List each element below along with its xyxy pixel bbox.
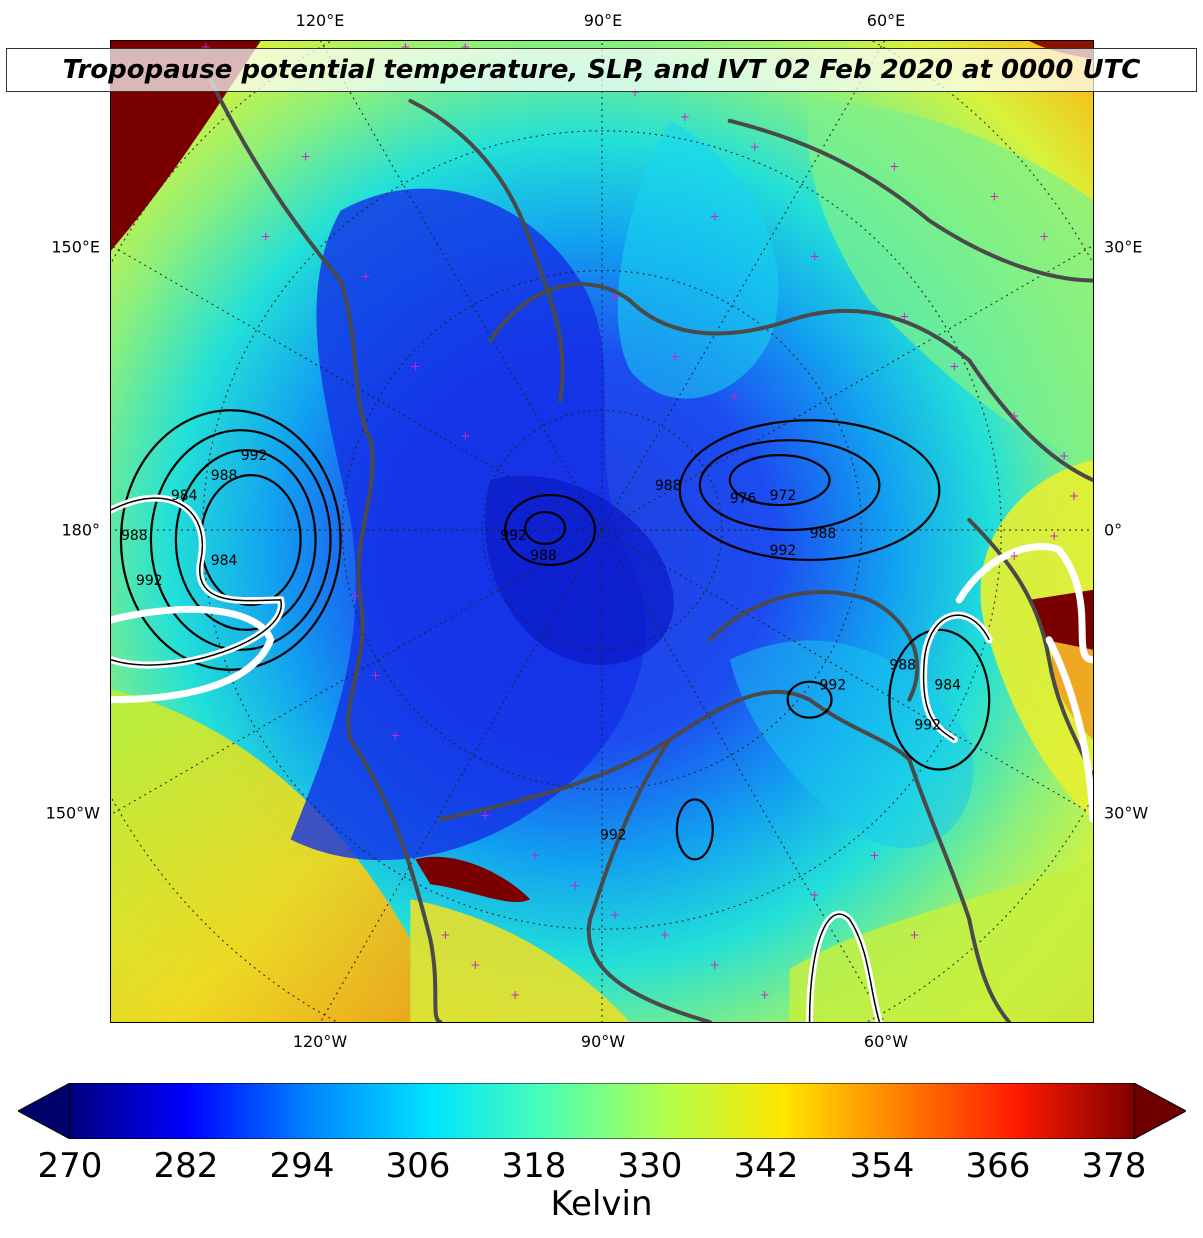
slp-label: 984 bbox=[171, 488, 198, 504]
slp-label: 992 bbox=[136, 573, 163, 589]
slp-label: 988 bbox=[211, 468, 238, 484]
svg-text:+: + bbox=[400, 41, 410, 54]
map-panel: + + + + + + + + + + + + + + + + + + + + + + + + + + + + + + … bbox=[110, 40, 1094, 1023]
slp-label: 992 bbox=[500, 528, 527, 544]
station-markers: ++ + ++ + ++ + ++ + ++ + ++ + ++ + ++ + ++ + ++ + … bbox=[201, 41, 1079, 1002]
slp-label: 988 bbox=[121, 528, 148, 544]
colorbar-tick: 294 bbox=[269, 1146, 335, 1186]
top-lon-label: 120°E bbox=[295, 11, 345, 30]
top-lon-label: 60°E bbox=[866, 11, 906, 30]
slp-label: 976 bbox=[730, 491, 757, 507]
svg-text:+: + bbox=[360, 270, 370, 284]
slp-label: 992 bbox=[241, 448, 268, 464]
svg-text:+: + bbox=[470, 958, 480, 972]
bottom-lon-label: 90°W bbox=[580, 1032, 626, 1051]
svg-text:+: + bbox=[261, 230, 271, 244]
left-lon-label: 150°W bbox=[45, 803, 100, 823]
svg-text:+: + bbox=[750, 140, 760, 154]
colorbar-tick: 282 bbox=[153, 1146, 219, 1186]
svg-text:+: + bbox=[680, 110, 690, 124]
svg-text:+: + bbox=[1039, 230, 1049, 244]
svg-text:+: + bbox=[869, 848, 879, 862]
svg-text:+: + bbox=[1049, 529, 1059, 543]
svg-text:+: + bbox=[660, 928, 670, 942]
left-lon-label: 150°E bbox=[51, 237, 100, 257]
svg-text:+: + bbox=[301, 150, 311, 164]
svg-text:+: + bbox=[899, 309, 909, 323]
svg-text:+: + bbox=[810, 250, 820, 264]
svg-text:+: + bbox=[370, 669, 380, 683]
svg-text:+: + bbox=[460, 41, 470, 54]
right-lon-label: 0° bbox=[1104, 520, 1123, 540]
svg-text:+: + bbox=[710, 958, 720, 972]
top-lon-label: 90°E bbox=[583, 11, 623, 30]
svg-text:+: + bbox=[670, 349, 680, 363]
slp-label: 988 bbox=[889, 658, 916, 674]
svg-text:+: + bbox=[410, 359, 420, 373]
svg-text:+: + bbox=[610, 908, 620, 922]
slp-label: 992 bbox=[820, 678, 847, 694]
slp-label: 988 bbox=[810, 526, 837, 542]
slp-label: 984 bbox=[934, 678, 961, 694]
svg-text:+: + bbox=[510, 988, 520, 1002]
colorbar-tick: 306 bbox=[385, 1146, 451, 1186]
svg-text:+: + bbox=[949, 359, 959, 373]
slp-label: 992 bbox=[914, 718, 941, 734]
colorbar-tick: 378 bbox=[1081, 1146, 1147, 1186]
left-lon-label: 180° bbox=[61, 520, 100, 540]
svg-text:+: + bbox=[201, 41, 211, 54]
svg-text:+: + bbox=[1059, 449, 1069, 463]
svg-text:+: + bbox=[480, 808, 490, 822]
colorbar-tick: 330 bbox=[617, 1146, 683, 1186]
svg-text:+: + bbox=[530, 848, 540, 862]
slp-label: 972 bbox=[770, 488, 797, 504]
svg-text:+: + bbox=[1009, 409, 1019, 423]
colorbar-tick: 354 bbox=[849, 1146, 915, 1186]
svg-text:+: + bbox=[710, 210, 720, 224]
svg-text:+: + bbox=[460, 429, 470, 443]
slp-label: 988 bbox=[655, 478, 682, 494]
svg-text:+: + bbox=[730, 389, 740, 403]
colorbar-label: Kelvin bbox=[550, 1184, 653, 1224]
svg-text:+: + bbox=[909, 928, 919, 942]
svg-text:+: + bbox=[351, 589, 361, 603]
slp-label: 988 bbox=[530, 548, 557, 564]
right-lon-label: 30°W bbox=[1104, 803, 1149, 823]
svg-text:+: + bbox=[1009, 549, 1019, 563]
svg-text:+: + bbox=[889, 160, 899, 174]
map-title: Tropopause potential temperature, SLP, a… bbox=[6, 48, 1197, 92]
colorbar bbox=[18, 1083, 1186, 1139]
colorbar-tick: 318 bbox=[501, 1146, 567, 1186]
colorbar-tick: 270 bbox=[37, 1146, 103, 1186]
slp-label: 992 bbox=[770, 543, 797, 559]
svg-text:+: + bbox=[440, 928, 450, 942]
slp-label: 992 bbox=[600, 827, 627, 843]
svg-text:+: + bbox=[390, 729, 400, 743]
colorbar-tick: 342 bbox=[733, 1146, 799, 1186]
svg-text:+: + bbox=[570, 878, 580, 892]
svg-text:+: + bbox=[760, 988, 770, 1002]
colorbar-tick: 366 bbox=[965, 1146, 1031, 1186]
svg-text:+: + bbox=[610, 289, 620, 303]
svg-text:+: + bbox=[989, 190, 999, 204]
bottom-lon-label: 60°W bbox=[863, 1032, 909, 1051]
svg-text:+: + bbox=[1069, 489, 1079, 503]
bottom-lon-label: 120°W bbox=[292, 1032, 348, 1051]
slp-label: 984 bbox=[211, 553, 238, 569]
right-lon-label: 30°E bbox=[1104, 237, 1143, 257]
svg-text:+: + bbox=[810, 888, 820, 902]
tropopause-theta-map: ++ + ++ + ++ + ++ + ++ + ++ + ++ + ++ + ++ + ++ + … bbox=[111, 41, 1093, 1022]
